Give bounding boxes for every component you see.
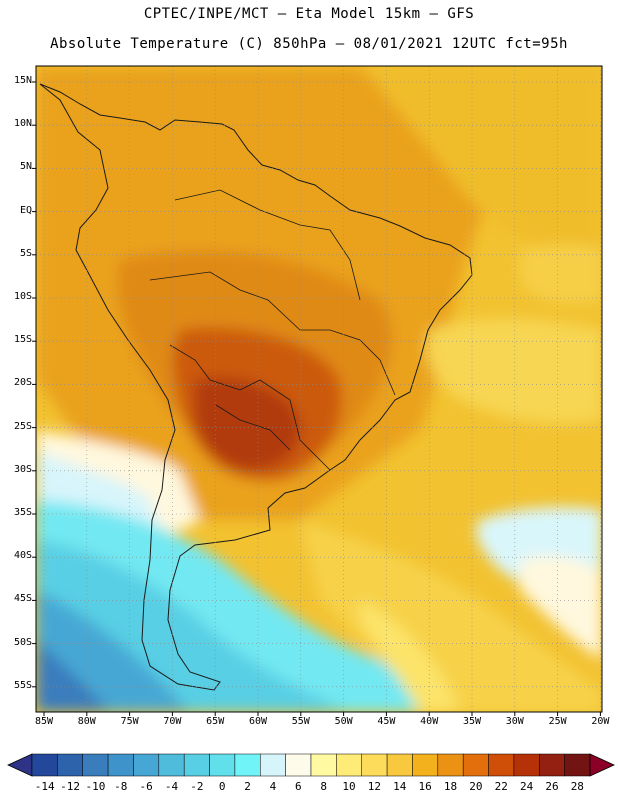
axis-ticks <box>32 81 601 716</box>
lat-label: 40S <box>13 550 32 562</box>
colorbar-swatch <box>82 753 109 777</box>
colorbar-label: 2 <box>244 780 251 793</box>
colorbar-swatch <box>564 753 591 777</box>
lon-label: 35W <box>462 716 482 727</box>
colorbar-label: 12 <box>367 780 382 793</box>
colorbar-label: 26 <box>545 780 559 793</box>
lat-label: EQ <box>19 204 32 216</box>
colorbar-swatch <box>386 753 413 777</box>
colorbar-label: -6 <box>139 780 153 793</box>
colorbar-swatch <box>133 753 160 777</box>
title-line-1: CPTEC/INPE/MCT – Eta Model 15km – GFS <box>143 6 475 22</box>
colorbar-label: 4 <box>269 780 277 793</box>
colorbar-label: 14 <box>393 780 407 793</box>
colorbar-label: -12 <box>60 780 80 793</box>
colorbar-swatch <box>183 753 210 777</box>
lon-label: 50W <box>334 716 353 727</box>
colorbar-label: 24 <box>519 780 534 793</box>
lat-label: 20S <box>13 377 32 389</box>
colorbar-swatch <box>285 753 312 777</box>
border-lines <box>149 271 396 396</box>
lon-label: 30W <box>505 716 524 727</box>
colorbar-swatch <box>488 753 515 777</box>
colorbar <box>7 753 615 777</box>
colorbar-swatch <box>260 753 286 777</box>
colorbar-swatch <box>361 753 388 777</box>
colorbar-label: -14 <box>34 780 55 793</box>
lat-label: 10S <box>13 291 32 302</box>
lon-label: 20W <box>591 716 610 727</box>
colorbar-swatch <box>437 753 464 777</box>
colorbar-label: -2 <box>190 780 204 793</box>
colorbar-swatch <box>209 753 236 777</box>
colorbar-swatch <box>462 753 489 777</box>
colorbar-swatch <box>107 753 134 777</box>
colorbar-label: -10 <box>85 780 106 793</box>
lat-label: 35S <box>13 507 32 518</box>
colorbar-label: 22 <box>494 780 508 793</box>
colorbar-swatch <box>513 753 540 777</box>
lat-label: 30S <box>13 463 32 475</box>
colorbar-label: 18 <box>443 780 458 793</box>
colorbar-swatch <box>310 753 337 777</box>
colorbar-label: 28 <box>570 780 584 793</box>
lat-label: 5N <box>19 161 32 173</box>
lat-label: 25S <box>13 420 32 432</box>
colorbar-swatch <box>57 753 83 777</box>
lat-label: 5S <box>19 247 32 259</box>
colorbar-swatch <box>539 753 565 777</box>
lat-label: 50S <box>13 636 32 648</box>
lat-label: 55S <box>13 679 32 691</box>
lon-label: 70W <box>163 716 182 727</box>
lon-label: 40W <box>420 716 439 727</box>
colorbar-under-arrow <box>7 753 33 777</box>
lat-label: 45S <box>13 593 32 605</box>
map-frame <box>35 65 603 713</box>
lon-label: 60W <box>248 716 268 727</box>
coastline <box>39 83 473 691</box>
lon-label: 25W <box>548 716 567 727</box>
colorbar-swatch <box>412 753 439 777</box>
lon-label: 85W <box>34 716 54 727</box>
colorbar-label: 0 <box>218 780 226 793</box>
lat-label: 15N <box>13 75 32 86</box>
lat-label: 15S <box>13 334 32 346</box>
colorbar-swatch <box>234 753 261 777</box>
colorbar-over-arrow <box>589 753 615 777</box>
lon-label: 45W <box>377 716 396 727</box>
lon-label: 65W <box>206 716 225 727</box>
colorbar-label: 8 <box>320 780 327 793</box>
colorbar-label: -8 <box>114 780 128 793</box>
colorbar-label: 16 <box>418 780 432 793</box>
lon-label: 55W <box>291 716 310 727</box>
colorbar-swatch <box>31 753 58 777</box>
colorbar-label: 20 <box>469 780 483 793</box>
title-line-2: Absolute Temperature (C) 850hPa – 08/01/… <box>50 36 568 52</box>
temperature-field <box>36 66 602 712</box>
colorbar-swatch <box>158 753 185 777</box>
lon-label: 75W <box>120 716 139 727</box>
lat-label: 10N <box>13 118 32 130</box>
colorbar-label: 6 <box>295 780 302 793</box>
colorbar-swatch <box>336 753 362 777</box>
colorbar-label: -4 <box>164 780 179 793</box>
colorbar-label: 10 <box>342 780 356 793</box>
lon-label: 80W <box>77 716 96 727</box>
